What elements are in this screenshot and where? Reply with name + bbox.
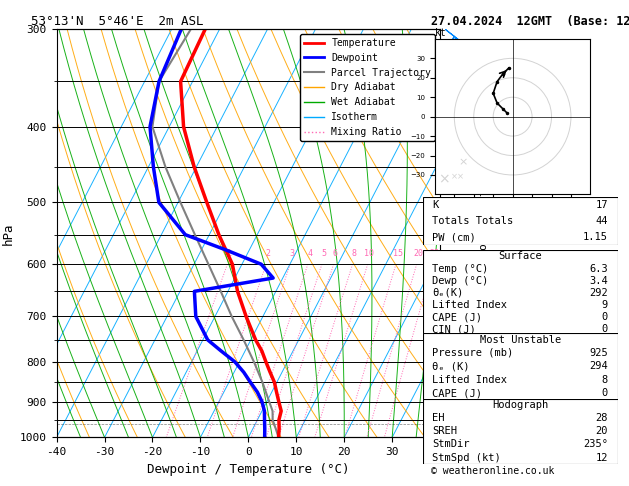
- Text: StmDir: StmDir: [433, 439, 470, 450]
- Text: 28: 28: [596, 413, 608, 423]
- FancyBboxPatch shape: [423, 197, 618, 245]
- Text: 0: 0: [602, 388, 608, 398]
- Text: 2: 2: [265, 249, 270, 259]
- Text: 294: 294: [589, 361, 608, 371]
- Text: ××: ××: [450, 172, 464, 181]
- Text: SREH: SREH: [433, 426, 457, 436]
- Y-axis label: Mixing Ratio (g/kg): Mixing Ratio (g/kg): [477, 169, 487, 297]
- Text: 292: 292: [589, 288, 608, 298]
- FancyBboxPatch shape: [423, 333, 618, 413]
- Text: ×: ×: [438, 173, 450, 187]
- Text: 4: 4: [307, 249, 312, 259]
- Text: 3.4: 3.4: [589, 276, 608, 286]
- Text: 8: 8: [602, 375, 608, 385]
- Text: 10: 10: [364, 249, 374, 259]
- X-axis label: Dewpoint / Temperature (°C): Dewpoint / Temperature (°C): [147, 463, 350, 476]
- Text: Pressure (mb): Pressure (mb): [433, 348, 514, 358]
- Text: θₑ (K): θₑ (K): [433, 361, 470, 371]
- Text: CIN (J): CIN (J): [433, 401, 476, 412]
- Text: 3: 3: [289, 249, 294, 259]
- Text: 1: 1: [227, 249, 232, 259]
- Text: CAPE (J): CAPE (J): [433, 312, 482, 322]
- Text: 9: 9: [602, 300, 608, 310]
- Text: 6: 6: [333, 249, 338, 259]
- Text: K: K: [433, 200, 438, 210]
- Text: Dewp (°C): Dewp (°C): [433, 276, 489, 286]
- Text: Lifted Index: Lifted Index: [433, 300, 508, 310]
- Text: Surface: Surface: [498, 251, 542, 261]
- Text: θₑ(K): θₑ(K): [433, 288, 464, 298]
- Text: CIN (J): CIN (J): [433, 324, 476, 334]
- Text: PW (cm): PW (cm): [433, 232, 476, 243]
- Text: 15: 15: [392, 249, 403, 259]
- Text: 0: 0: [602, 312, 608, 322]
- Text: 925: 925: [589, 348, 608, 358]
- Text: 20: 20: [413, 249, 423, 259]
- Text: 27.04.2024  12GMT  (Base: 12): 27.04.2024 12GMT (Base: 12): [431, 15, 629, 28]
- Text: 1.15: 1.15: [583, 232, 608, 243]
- Text: 53°13'N  5°46'E  2m ASL: 53°13'N 5°46'E 2m ASL: [31, 15, 204, 28]
- Text: 235°: 235°: [583, 439, 608, 450]
- Text: CAPE (J): CAPE (J): [433, 388, 482, 398]
- Text: © weatheronline.co.uk: © weatheronline.co.uk: [431, 466, 554, 476]
- Text: 6.3: 6.3: [589, 263, 608, 274]
- Text: 25: 25: [430, 249, 440, 259]
- Text: 20: 20: [596, 426, 608, 436]
- Text: StmSpd (kt): StmSpd (kt): [433, 452, 501, 463]
- Text: 17: 17: [596, 200, 608, 210]
- Text: ×: ×: [458, 157, 467, 167]
- Text: Most Unstable: Most Unstable: [479, 334, 561, 345]
- Text: LCL: LCL: [442, 418, 460, 429]
- Text: EH: EH: [433, 413, 445, 423]
- Text: kt: kt: [435, 28, 447, 38]
- FancyBboxPatch shape: [423, 250, 618, 335]
- Y-axis label: hPa: hPa: [1, 222, 14, 244]
- Text: 12: 12: [596, 452, 608, 463]
- Text: 0: 0: [602, 401, 608, 412]
- Text: Hodograph: Hodograph: [492, 400, 548, 410]
- Text: Temp (°C): Temp (°C): [433, 263, 489, 274]
- Legend: Temperature, Dewpoint, Parcel Trajectory, Dry Adiabat, Wet Adiabat, Isotherm, Mi: Temperature, Dewpoint, Parcel Trajectory…: [301, 34, 435, 141]
- Text: 0: 0: [602, 324, 608, 334]
- Text: Totals Totals: Totals Totals: [433, 216, 514, 226]
- FancyBboxPatch shape: [423, 399, 618, 464]
- Text: 44: 44: [596, 216, 608, 226]
- Text: 8: 8: [352, 249, 357, 259]
- Text: 5: 5: [321, 249, 326, 259]
- Text: Lifted Index: Lifted Index: [433, 375, 508, 385]
